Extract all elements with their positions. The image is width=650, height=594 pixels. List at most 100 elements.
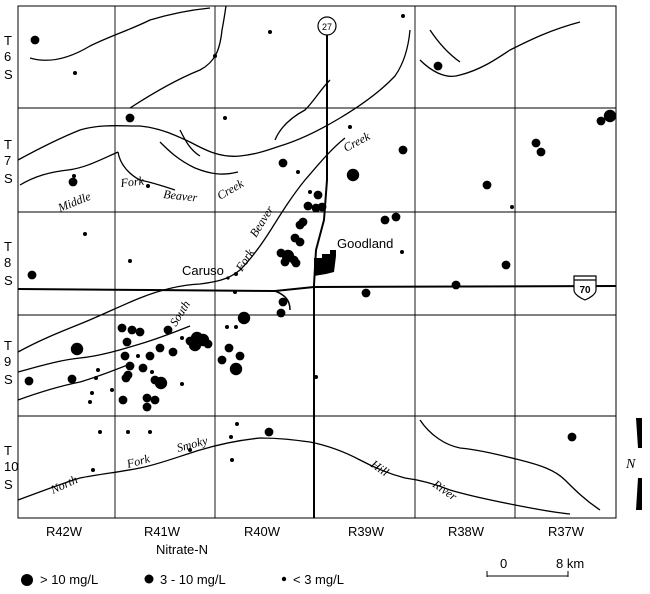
ne-creek-2 <box>429 29 461 63</box>
well-3to10 <box>317 202 327 212</box>
north-arrow-bottom <box>636 478 642 510</box>
well-lt3 <box>91 468 95 472</box>
well-lt3 <box>234 272 238 276</box>
well-lt3 <box>510 205 514 209</box>
rivers <box>17 5 601 515</box>
well-lt3 <box>401 14 405 18</box>
well-3to10 <box>380 215 390 225</box>
north-arrow: N <box>625 418 642 510</box>
sfbc-trib-1 <box>17 325 191 373</box>
legend-title: Nitrate-N <box>156 542 208 557</box>
north-trib-3 <box>274 79 331 141</box>
well-lt3 <box>348 125 352 129</box>
well-lt3 <box>94 376 98 380</box>
well-gt10 <box>346 168 360 182</box>
well-lt3 <box>180 382 184 386</box>
well-lt3 <box>235 422 239 426</box>
ne-creek <box>419 21 581 77</box>
township-t8-line1: T <box>4 239 12 254</box>
legend-large-label: > 10 mg/L <box>40 572 98 587</box>
well-3to10 <box>482 180 492 190</box>
north-trib-1 <box>29 7 211 61</box>
well-3to10 <box>278 297 288 307</box>
well-3to10 <box>67 374 77 384</box>
river-labels: Middle Fork Beaver Creek Creek Beaver Fo… <box>47 129 459 504</box>
well-3to10 <box>536 147 546 157</box>
well-3to10 <box>278 158 288 168</box>
well-lt3 <box>400 250 404 254</box>
township-t10-line3: S <box>4 477 13 492</box>
township-t9-line3: S <box>4 372 13 387</box>
range-r40w: R40W <box>244 524 281 539</box>
well-lt3 <box>308 190 312 194</box>
well-gt10 <box>603 109 617 123</box>
label-south: South <box>167 298 193 329</box>
scale-bar: 0 8 km <box>486 556 584 577</box>
map-frame <box>17 5 617 519</box>
trib-c <box>159 141 239 175</box>
legend-small-symbol <box>281 576 287 582</box>
trib-a <box>19 151 119 186</box>
township-labels: T 6 S T 7 S T 8 S T 9 S T 10 S <box>4 33 18 492</box>
range-labels: R42W R41W R40W R39W R38W R37W <box>46 524 585 539</box>
well-3to10 <box>203 339 213 349</box>
well-3to10 <box>185 336 195 346</box>
well-lt3 <box>146 184 150 188</box>
range-r37w: R37W <box>548 524 585 539</box>
well-3to10 <box>295 237 305 247</box>
well-3to10 <box>501 260 511 270</box>
label-smoky: Smoky <box>175 433 210 455</box>
well-lt3 <box>296 170 300 174</box>
well-3to10 <box>224 343 234 353</box>
township-t7-line2: 7 <box>4 153 11 168</box>
township-t6-line3: S <box>4 67 13 82</box>
well-3to10 <box>361 288 371 298</box>
trib-b <box>117 151 176 191</box>
well-3to10 <box>217 355 227 365</box>
label-beaver2: Beaver <box>247 203 277 240</box>
i70-highway <box>17 285 617 293</box>
township-t9-line1: T <box>4 338 12 353</box>
well-3to10 <box>163 325 173 335</box>
well-3to10 <box>155 343 165 353</box>
well-lt3 <box>229 435 233 439</box>
label-fork1: Fork <box>119 174 145 191</box>
label-hill: Hill <box>367 456 392 479</box>
well-lt3 <box>83 232 87 236</box>
well-lt3 <box>110 388 114 392</box>
well-3to10 <box>125 361 135 371</box>
scale-bar-end: 8 km <box>556 556 584 571</box>
i70-label: 70 <box>579 285 591 296</box>
well-lt3 <box>314 375 318 379</box>
township-t8-line3: S <box>4 273 13 288</box>
range-r38w: R38W <box>448 524 485 539</box>
well-lt3 <box>268 30 272 34</box>
well-3to10 <box>531 138 541 148</box>
label-fork3: Fork <box>124 451 152 471</box>
legend-small-label: < 3 mg/L <box>293 572 344 587</box>
label-fork2: Fork <box>232 246 257 275</box>
south-fork-beaver-creek <box>17 137 346 353</box>
well-3to10 <box>30 35 40 45</box>
well-lt3 <box>180 336 184 340</box>
trib-d <box>179 129 201 157</box>
legend-large-symbol <box>21 574 33 586</box>
well-3to10 <box>150 395 160 405</box>
label-beaver1: Beaver <box>163 187 199 205</box>
north-arrow-label: N <box>625 457 636 472</box>
township-t7-line1: T <box>4 137 12 152</box>
well-lt3 <box>126 430 130 434</box>
well-3to10 <box>398 145 408 155</box>
well-lt3 <box>73 71 77 75</box>
us27-shield <box>317 16 337 36</box>
well-gt10 <box>70 342 84 356</box>
legend: Nitrate-N > 10 mg/L 3 - 10 mg/L < 3 mg/L <box>21 542 344 587</box>
well-lt3 <box>88 400 92 404</box>
north-arrow-top <box>636 418 642 448</box>
well-lt3 <box>98 430 102 434</box>
well-3to10 <box>127 325 137 335</box>
well-lt3 <box>234 325 238 329</box>
north-trib-2 <box>129 5 227 109</box>
i70-spur <box>274 290 291 311</box>
label-middle: Middle <box>55 189 93 215</box>
